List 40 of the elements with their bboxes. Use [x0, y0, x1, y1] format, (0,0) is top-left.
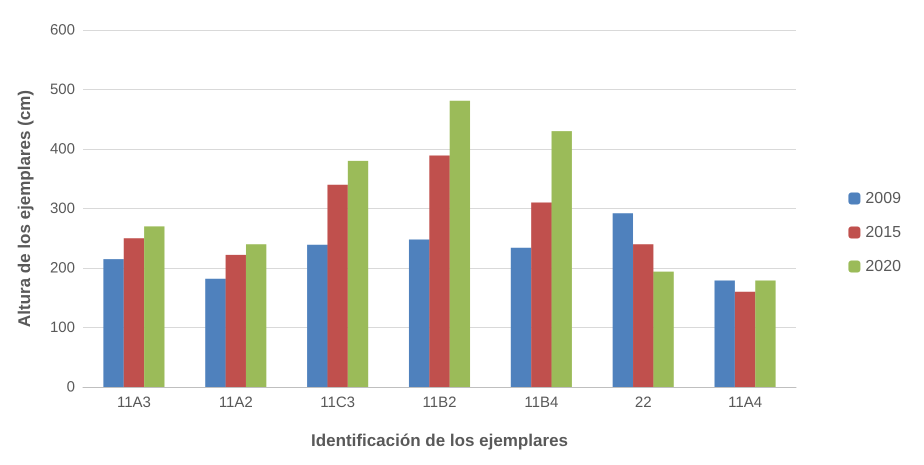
bar	[307, 244, 328, 387]
bar	[450, 100, 470, 387]
bar	[552, 131, 572, 387]
y-tick-label: 100	[50, 319, 75, 336]
bar	[103, 259, 124, 387]
y-tick-label: 300	[50, 200, 75, 217]
bar	[612, 213, 634, 387]
bar	[348, 160, 368, 387]
x-tick-label: 11B2	[422, 394, 456, 411]
x-tick-label: 22	[634, 394, 652, 411]
bar	[510, 248, 532, 387]
bar	[755, 280, 776, 387]
x-tick-label: 11B4	[524, 394, 558, 411]
bar	[205, 278, 226, 387]
bar	[429, 156, 450, 387]
bar	[531, 202, 552, 387]
x-tick-label: 11C3	[320, 394, 356, 411]
bar	[408, 239, 430, 387]
x-axis-title: Identificación de los ejemplares	[311, 431, 568, 450]
bar	[327, 184, 348, 387]
bar	[226, 254, 246, 387]
y-tick-label: 400	[50, 140, 75, 158]
bar	[734, 292, 756, 387]
legend-label: 2009	[865, 190, 902, 207]
bar	[714, 280, 735, 387]
bar	[246, 244, 266, 387]
legend-label: 2015	[865, 224, 902, 241]
legend-label: 2020	[865, 258, 902, 275]
y-tick-label: 0	[66, 378, 75, 396]
x-tick-label: 11A4	[728, 394, 762, 411]
bar	[124, 238, 144, 387]
y-tick-label: 500	[50, 81, 75, 98]
bar	[144, 226, 164, 387]
y-tick-label: 600	[50, 22, 75, 38]
y-axis-title: Altura de los ejemplares (cm)	[15, 90, 34, 328]
bar	[653, 272, 674, 387]
x-tick-label: 11A2	[218, 394, 253, 411]
x-tick-label: 11A3	[116, 394, 151, 411]
bar	[633, 244, 654, 387]
y-tick-label: 200	[50, 260, 75, 276]
